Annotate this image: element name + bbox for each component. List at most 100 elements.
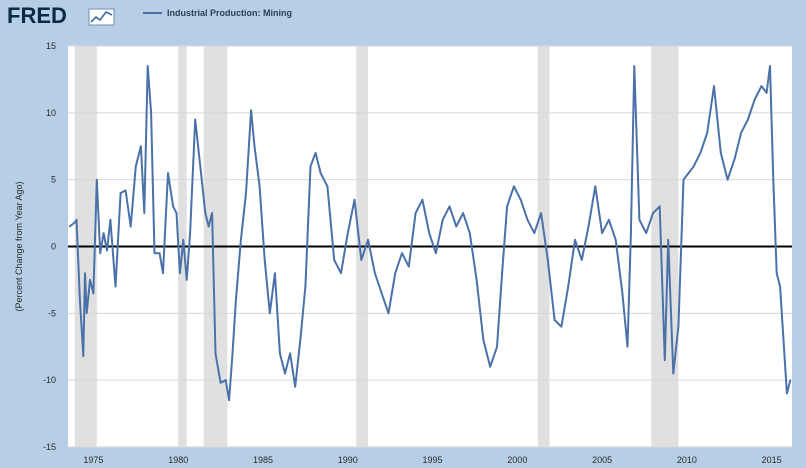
x-tick-label: 2000: [507, 455, 527, 465]
data-point: [726, 178, 729, 181]
data-point: [482, 339, 485, 341]
data-point: [75, 219, 78, 221]
y-axis-label: (Percent Change from Year Ago): [14, 181, 24, 311]
data-point: [692, 165, 695, 168]
legend-label: Industrial Production: Mining: [167, 8, 292, 18]
data-point: [506, 205, 508, 208]
x-tick-label: 1995: [423, 455, 443, 465]
data-point: [560, 325, 563, 328]
data-point: [204, 212, 207, 214]
data-point: [92, 292, 95, 295]
data-point: [786, 392, 788, 395]
x-tick-label: 1985: [253, 455, 273, 465]
data-point: [314, 152, 317, 154]
data-point: [547, 259, 549, 261]
data-point: [114, 285, 117, 288]
data-point: [299, 339, 302, 341]
data-point: [594, 185, 597, 188]
data-point: [146, 65, 149, 67]
data-point: [789, 379, 792, 382]
data-point: [74, 221, 76, 224]
data-point: [581, 259, 583, 261]
data-point: [150, 112, 152, 114]
y-tick-label: -10: [43, 375, 56, 385]
data-point: [414, 212, 417, 214]
data-point: [667, 239, 669, 241]
data-point: [109, 219, 112, 221]
data-point: [779, 285, 781, 288]
data-point: [224, 379, 227, 382]
data-point: [182, 239, 185, 241]
data-point: [245, 192, 247, 194]
data-point: [380, 292, 383, 295]
data-point: [135, 165, 137, 168]
data-point: [469, 232, 471, 234]
data-point: [82, 355, 85, 357]
data-point: [143, 212, 146, 214]
data-point: [677, 325, 680, 328]
data-point: [353, 198, 356, 201]
x-tick-label: 2005: [592, 455, 612, 465]
data-point: [658, 205, 661, 208]
data-point: [153, 252, 156, 254]
y-tick-label: 15: [46, 41, 56, 51]
data-point: [533, 232, 536, 234]
data-point: [214, 352, 217, 355]
data-point: [638, 219, 641, 221]
data-point: [775, 272, 778, 275]
data-point: [630, 232, 632, 234]
data-point: [540, 212, 542, 214]
data-point: [672, 372, 675, 375]
data-point: [199, 165, 202, 168]
data-point: [526, 219, 529, 221]
data-point: [664, 359, 666, 361]
data-point: [553, 319, 556, 321]
data-point: [360, 259, 363, 261]
data-point: [84, 272, 86, 275]
data-point: [124, 189, 127, 192]
data-point: [89, 279, 91, 281]
data-point: [448, 205, 451, 208]
x-tick-label: 1975: [83, 455, 103, 465]
data-point: [189, 232, 191, 234]
data-point: [782, 339, 785, 341]
data-point: [253, 145, 256, 148]
data-point: [140, 145, 142, 148]
data-point: [621, 292, 624, 295]
data-point: [129, 225, 132, 228]
data-point: [102, 232, 105, 234]
data-point: [769, 65, 771, 67]
data-point: [753, 98, 756, 101]
x-tick-label: 1990: [338, 455, 358, 465]
data-point: [284, 372, 286, 375]
data-point: [250, 109, 252, 111]
data-point: [574, 239, 576, 241]
data-point: [733, 158, 736, 161]
data-point: [179, 272, 181, 275]
data-point: [374, 272, 376, 275]
y-tick-label: -15: [43, 442, 56, 452]
data-point: [652, 212, 654, 214]
data-point: [475, 279, 478, 281]
data-point: [185, 279, 188, 281]
data-point: [274, 272, 276, 275]
data-point: [408, 265, 410, 268]
data-point: [489, 366, 492, 368]
x-tick-label: 2015: [762, 455, 782, 465]
data-point: [387, 312, 390, 315]
data-point: [228, 399, 230, 402]
data-point: [706, 132, 708, 134]
data-point: [513, 185, 515, 188]
data-point: [441, 219, 444, 221]
data-point: [772, 178, 775, 181]
data-point: [601, 232, 603, 234]
data-point: [428, 232, 431, 234]
chart-line-icon: [88, 8, 115, 26]
y-tick-label: 5: [51, 175, 56, 185]
data-point: [119, 192, 122, 194]
data-point: [294, 386, 297, 388]
data-point: [158, 252, 161, 254]
data-point: [699, 152, 702, 154]
data-point: [608, 219, 610, 221]
